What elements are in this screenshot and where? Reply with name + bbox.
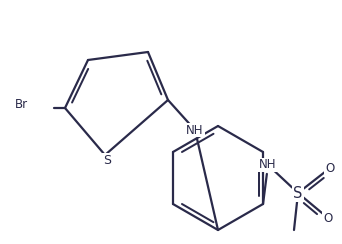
Text: S: S [293, 185, 303, 201]
Text: O: O [324, 212, 333, 224]
Text: NH: NH [186, 123, 204, 136]
Text: S: S [103, 153, 111, 166]
Text: Br: Br [15, 99, 28, 112]
Text: NH: NH [259, 159, 277, 172]
Text: O: O [325, 162, 334, 174]
